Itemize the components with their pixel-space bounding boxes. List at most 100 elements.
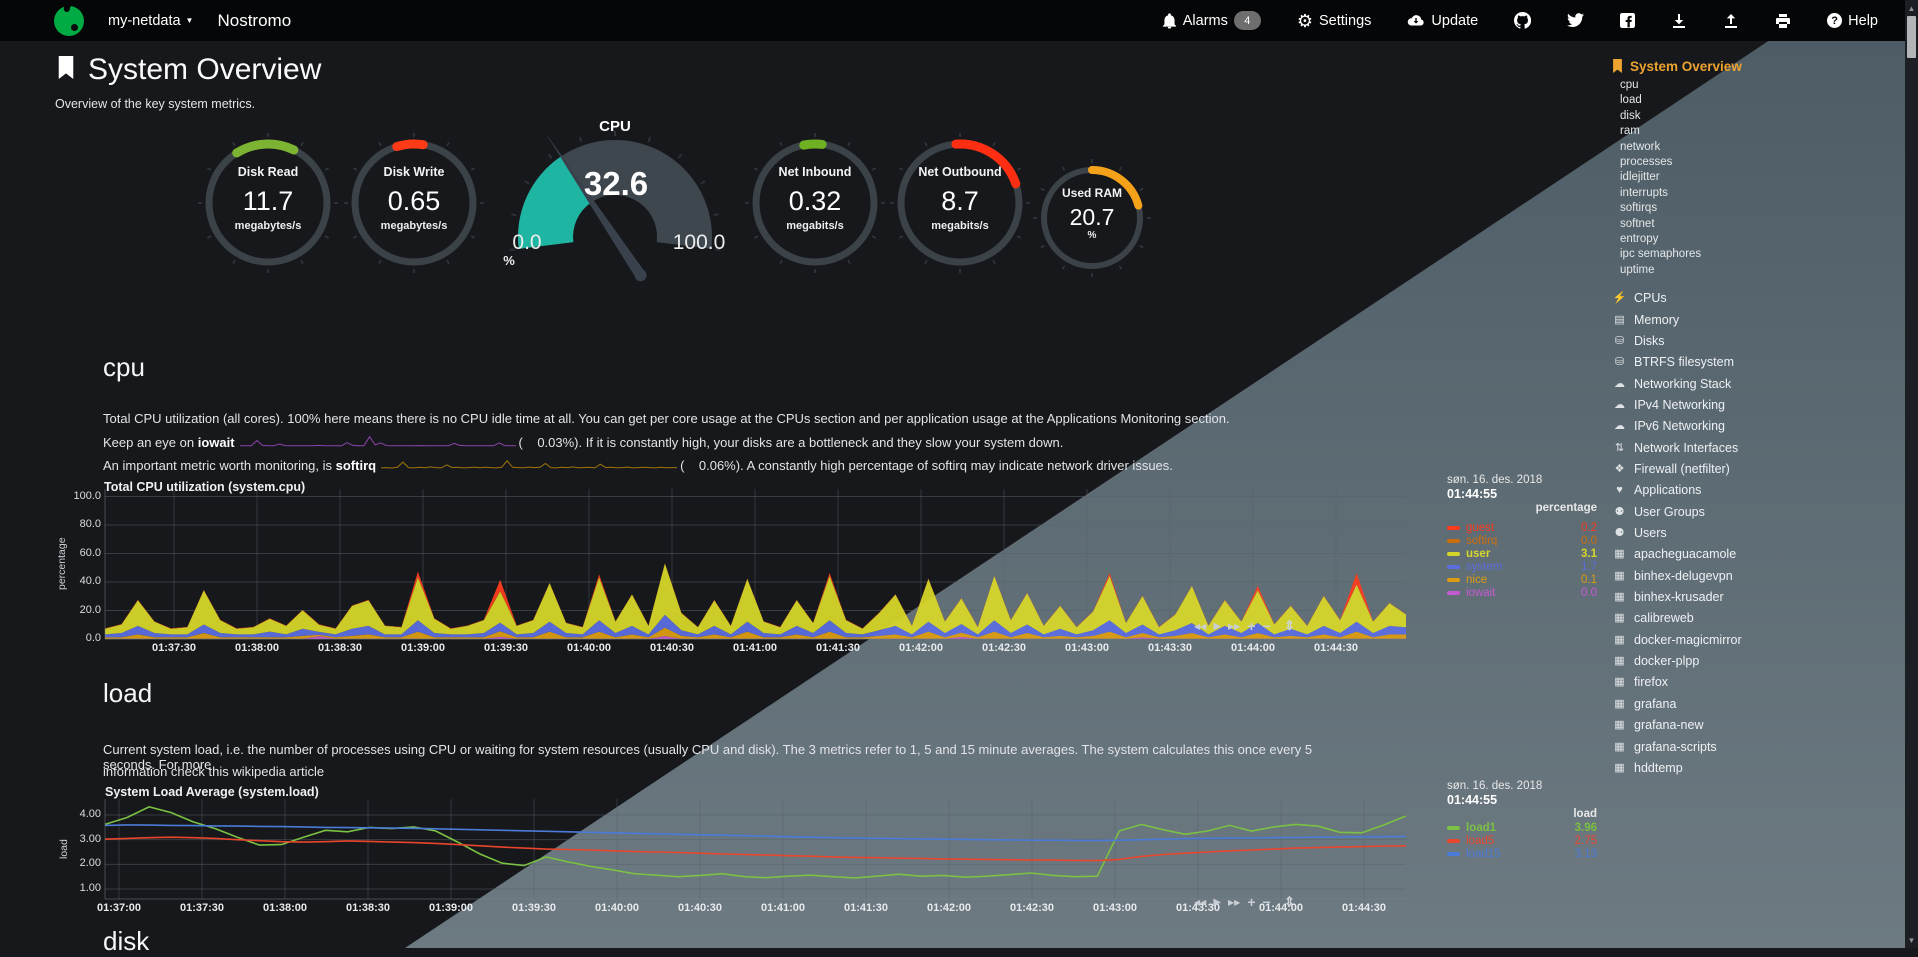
legend-row[interactable]: nice 0.1 <box>1447 574 1597 586</box>
x-tick-label: 01:37:30 <box>151 642 197 654</box>
zoom-out-button[interactable]: − <box>1262 894 1271 910</box>
sidebar-item-docker-plpp[interactable]: ▦ docker-plpp <box>1612 651 1904 672</box>
sidebar-item-memory[interactable]: ▤ Memory <box>1612 310 1904 331</box>
sidebar-item-ipv4-networking[interactable]: ☁ IPv4 Networking <box>1612 395 1904 416</box>
sidebar-item-label: User Groups <box>1634 504 1705 519</box>
sidebar-item-applications[interactable]: ♥ Applications <box>1612 480 1904 501</box>
page-scrollbar[interactable]: ▲ ▼ <box>1905 0 1918 948</box>
legend-row[interactable]: system 1.7 <box>1447 561 1597 573</box>
section-heading-cpu: cpu <box>103 352 145 382</box>
sidebar-item-firewall-netfilter-[interactable]: ❖ Firewall (netfilter) <box>1612 459 1904 480</box>
upload-button[interactable] <box>1723 13 1739 29</box>
legend-swatch <box>1447 526 1460 530</box>
legend-row[interactable]: iowait 0.0 <box>1447 587 1597 599</box>
sidebar-item-user-groups[interactable]: ⚉ User Groups <box>1612 502 1904 523</box>
skip-back-button[interactable]: ◀◀ <box>1194 897 1207 907</box>
sidebar-active-label: System Overview <box>1630 58 1742 74</box>
help-label: Help <box>1848 12 1878 29</box>
sidebar-subitem-cpu[interactable]: cpu <box>1620 79 1639 91</box>
sidebar-item-hddtemp[interactable]: ▦ hddtemp <box>1612 758 1904 779</box>
chart-resize-handle[interactable]: ⇕ <box>1284 894 1295 909</box>
sidebar-item-grafana-scripts[interactable]: ▦ grafana-scripts <box>1612 737 1904 758</box>
legend-row[interactable]: load1 3.96 <box>1447 822 1597 834</box>
sidebar-item-grafana-new[interactable]: ▦ grafana-new <box>1612 715 1904 736</box>
legend-row[interactable]: load15 3.13 <box>1447 848 1597 860</box>
cpu-description-line2: Keep an eye on iowait ( 0.03%). If it is… <box>103 433 1063 450</box>
scrollbar-thumb[interactable] <box>1907 16 1916 58</box>
legend-row[interactable]: load5 2.75 <box>1447 835 1597 847</box>
sidebar-item-firefox[interactable]: ▦ firefox <box>1612 672 1904 693</box>
gauge-value: 11.7 <box>242 186 294 216</box>
zoom-out-button[interactable]: − <box>1262 618 1271 634</box>
sidebar-item-label: Networking Stack <box>1634 376 1732 391</box>
legend-row[interactable]: softirq 0.0 <box>1447 535 1597 547</box>
container-icon: ▦ <box>1614 548 1625 561</box>
sidebar-item-network-interfaces[interactable]: ⇅ Network Interfaces <box>1612 438 1904 459</box>
skip-forward-button[interactable]: ▶▶ <box>1228 621 1241 631</box>
sidebar-item-system-overview[interactable]: System Overview <box>1612 54 1904 78</box>
iowait-sparkline <box>239 435 516 447</box>
x-tick-label: 01:42:30 <box>981 642 1027 654</box>
sidebar-subitem-uptime[interactable]: uptime <box>1620 263 1655 276</box>
cpu-gauge-title: CPU <box>599 118 631 135</box>
sidebar-subitem-softirqs[interactable]: softirqs <box>1620 202 1658 215</box>
sidebar-subitem-entropy[interactable]: entropy <box>1620 233 1659 246</box>
sidebar-item-apacheguacamole[interactable]: ▦ apacheguacamole <box>1612 544 1904 565</box>
play-button[interactable]: ▶ <box>1213 896 1222 908</box>
netdata-logo-icon[interactable] <box>54 5 84 36</box>
skip-back-button[interactable]: ◀◀ <box>1194 621 1207 631</box>
host-selector[interactable]: my-netdata ▼ <box>108 13 193 29</box>
x-tick-label: 01:42:30 <box>1009 902 1055 914</box>
chart-resize-handle[interactable]: ⇕ <box>1284 618 1295 633</box>
twitter-icon <box>1567 13 1585 28</box>
sidebar-item-binhex-delugevpn[interactable]: ▦ binhex-delugevpn <box>1612 566 1904 587</box>
sidebar-subitem-idlejitter[interactable]: idlejitter <box>1620 171 1660 184</box>
sidebar-item-cpus[interactable]: ⚡ CPUs <box>1612 288 1904 309</box>
alarms-button[interactable]: Alarms 4 <box>1162 11 1261 30</box>
x-tick-label: 01:38:30 <box>345 902 391 914</box>
skip-forward-button[interactable]: ▶▶ <box>1228 897 1241 907</box>
scroll-down-icon[interactable]: ▼ <box>1907 936 1916 945</box>
x-tick-label: 01:40:00 <box>594 902 640 914</box>
sidebar-item-networking-stack[interactable]: ☁ Networking Stack <box>1612 374 1904 395</box>
zoom-in-button[interactable]: + <box>1247 618 1256 634</box>
github-icon <box>1514 12 1532 29</box>
legend-swatch <box>1447 552 1460 556</box>
sidebar-item-binhex-krusader[interactable]: ▦ binhex-krusader <box>1612 587 1904 608</box>
sidebar-subitem-disk[interactable]: disk <box>1620 109 1641 122</box>
x-tick-label: 01:41:30 <box>843 902 889 914</box>
sidebar-subitem-load[interactable]: load <box>1620 94 1642 107</box>
sidebar-subitem-network[interactable]: network <box>1620 140 1661 153</box>
sidebar-item-label: calibreweb <box>1634 611 1694 626</box>
sidebar-subitem-softnet[interactable]: softnet <box>1620 217 1655 230</box>
legend-row[interactable]: guest 0.2 <box>1447 522 1597 534</box>
sidebar-subitem-processes[interactable]: processes <box>1620 156 1673 169</box>
zoom-in-button[interactable]: + <box>1247 894 1256 910</box>
legend-row[interactable]: user 3.1 <box>1447 548 1597 560</box>
sidebar-item-label: CPUs <box>1634 291 1667 306</box>
sidebar-item-users[interactable]: ⚈ Users <box>1612 523 1904 544</box>
github-button[interactable] <box>1514 12 1532 29</box>
scroll-up-icon[interactable]: ▲ <box>1907 4 1916 13</box>
sidebar-item-calibreweb[interactable]: ▦ calibreweb <box>1612 608 1904 629</box>
help-button[interactable]: ? Help <box>1827 13 1878 29</box>
x-tick-label: 01:41:30 <box>815 642 861 654</box>
legend-series-value: 0.1 <box>1581 574 1597 586</box>
chevron-down-icon: ▼ <box>185 16 194 25</box>
facebook-button[interactable] <box>1620 13 1636 28</box>
settings-button[interactable]: ⚙ Settings <box>1297 12 1372 30</box>
print-button[interactable] <box>1775 13 1791 29</box>
sidebar-item-ipv6-networking[interactable]: ☁ IPv6 Networking <box>1612 416 1904 437</box>
sidebar-item-btrfs-filesystem[interactable]: ⛁ BTRFS filesystem <box>1612 352 1904 373</box>
interfaces-icon: ⇅ <box>1614 441 1625 454</box>
update-button[interactable]: Update <box>1407 13 1478 29</box>
sidebar-subitem-interrupts[interactable]: interrupts <box>1620 186 1668 199</box>
sidebar-subitem-ipc-semaphores[interactable]: ipc semaphores <box>1620 248 1702 261</box>
sidebar-item-grafana[interactable]: ▦ grafana <box>1612 694 1904 715</box>
twitter-button[interactable] <box>1567 13 1585 28</box>
sidebar-subitem-ram[interactable]: ram <box>1620 125 1640 138</box>
play-button[interactable]: ▶ <box>1213 620 1222 632</box>
sidebar-item-docker-magicmirror[interactable]: ▦ docker-magicmirror <box>1612 630 1904 651</box>
sidebar-item-disks[interactable]: ⛁ Disks <box>1612 331 1904 352</box>
download-button[interactable] <box>1671 13 1687 29</box>
